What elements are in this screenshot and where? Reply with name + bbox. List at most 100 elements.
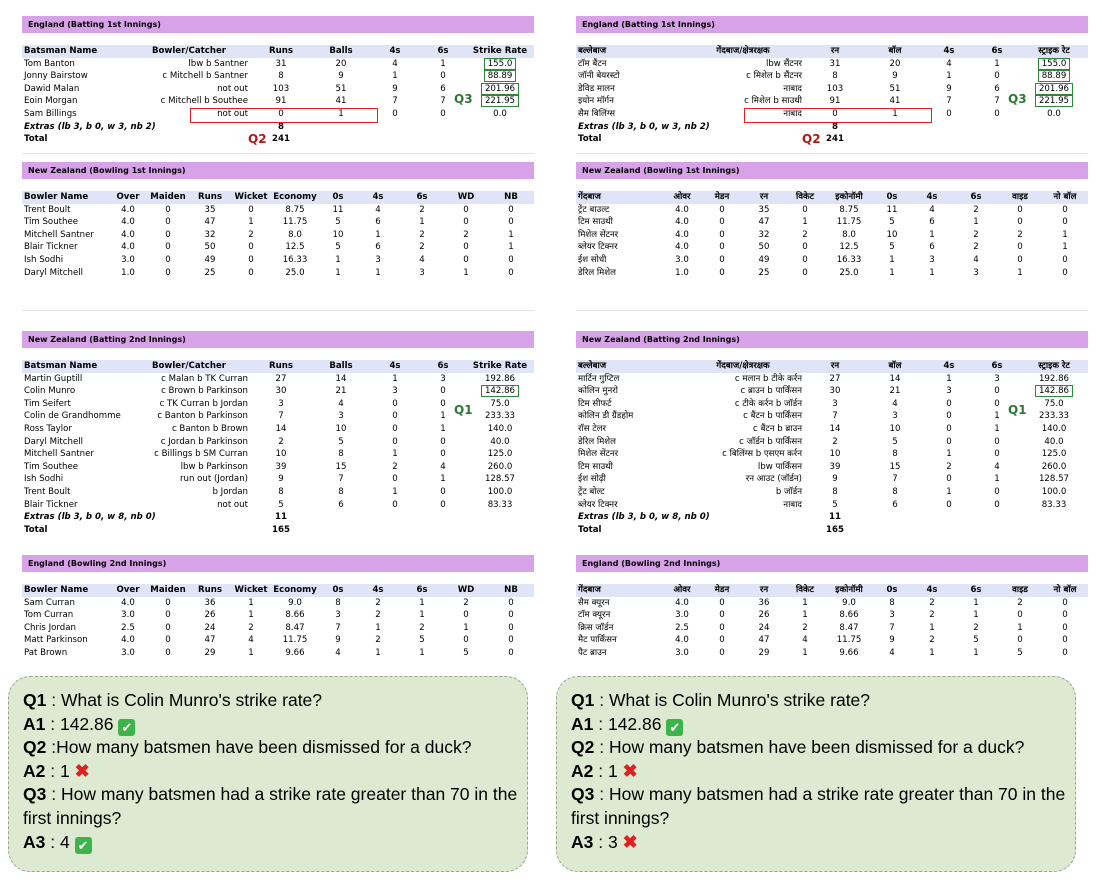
table-cell: 0 <box>463 204 469 215</box>
table-cell: 0 <box>832 108 838 119</box>
table-cell: 1 <box>946 486 952 497</box>
header-row: Bowler Name Over Maiden Runs Wicket Economy 0s… <box>22 191 534 204</box>
table-row: Pat Brown 3.0 0 29 1 9.66 4 1 1 5 0 <box>22 647 534 660</box>
table-cell: lbw b Parkinson <box>180 461 248 472</box>
table-cell: Blair Tickner <box>24 242 78 253</box>
column-header: इकोनॉमी <box>824 191 874 204</box>
table-cell: 9 <box>392 83 398 94</box>
table-cell: 3 <box>419 267 425 278</box>
qa-line: A3 : 3 ✖ <box>571 831 1071 855</box>
table-cell: c Mitchell b Santner <box>162 71 248 82</box>
table-cell: 20 <box>889 58 901 69</box>
batting-2nd-innings: New Zealand (Batting 2nd Innings) Batsman… <box>22 331 534 536</box>
table-cell: c मिशेल b सैंटनर <box>746 71 802 82</box>
table-row: ट्रेंट बोल्ट b जॉर्डन 8 8 1 0 100.0 <box>576 486 1088 499</box>
table-cell: डेरिल मिशेल <box>578 436 616 447</box>
table-cell: 8 <box>278 486 284 497</box>
table-cell: 1 <box>419 597 425 608</box>
column-header: मेडन <box>702 584 742 597</box>
bowling-2nd-innings: England (Bowling 2nd Innings) Bowler Name… <box>22 555 534 660</box>
table-cell: Daryl Mitchell <box>24 267 84 278</box>
table-cell: 21 <box>335 386 347 397</box>
table-cell: Eoin Morgan <box>24 96 78 107</box>
table-cell: 0 <box>463 254 469 265</box>
table-cell: 3 <box>375 254 381 265</box>
section-title: England (Bowling 2nd Innings) <box>576 555 1088 572</box>
column-header: बल्लेबाज <box>576 360 682 373</box>
qa-text: 1 <box>59 760 70 781</box>
total-row-value: 165 <box>272 524 290 535</box>
header-row: Batsman Name Bowler/Catcher Runs Balls 4s 6s S… <box>22 360 534 373</box>
table-row: Chris Jordan 2.5 0 24 2 8.47 7 1 2 1 0 <box>22 622 534 635</box>
highlighted-value: 201.96 <box>1034 82 1074 95</box>
empty-cell <box>974 121 1020 134</box>
table-row: Tim Southee 4.0 0 47 1 11.75 5 6 1 0 0 <box>22 216 534 229</box>
column-header: WD <box>444 191 488 204</box>
table-row: क्रिस जॉर्डन 2.5 0 24 2 8.47 7 1 2 1 0 <box>576 622 1088 635</box>
column-header: Batsman Name <box>22 45 128 58</box>
table-cell: 0 <box>508 254 514 265</box>
table-cell: 8.66 <box>285 610 305 621</box>
table-cell: 8.0 <box>842 229 856 240</box>
table-cell: 7 <box>994 96 1000 107</box>
column-header: Bowler/Catcher <box>128 360 250 373</box>
total-row-label: Total <box>578 524 602 535</box>
table-cell: 9.66 <box>285 647 305 658</box>
total-row-label: Total <box>578 134 602 145</box>
table-cell: 2 <box>419 622 425 633</box>
table-cell: 2 <box>375 635 381 646</box>
table-row: Ish Sodhi 3.0 0 49 0 16.33 1 3 4 0 0 <box>22 254 534 267</box>
table-cell: 9.66 <box>839 647 859 658</box>
table-cell: c Banton b Parkinson <box>157 411 248 422</box>
table-cell: 0 <box>994 386 1000 397</box>
table-cell: 24 <box>758 622 770 633</box>
table-row: Jonny Bairstow c Mitchell b Santner 8 9 1 0 88… <box>22 70 534 83</box>
table-cell: 5 <box>419 635 425 646</box>
check-icon: ✔ <box>74 836 92 854</box>
column-header: Bowler/Catcher <box>128 45 250 58</box>
qa-label: A3 <box>571 831 594 852</box>
column-header: 4s <box>370 360 420 373</box>
qa-label: Q2 <box>23 737 47 758</box>
table-cell: 0 <box>1017 254 1023 265</box>
table-cell: सैम क्यूरन <box>578 597 610 608</box>
table-cell: 83.33 <box>487 499 513 510</box>
table-cell: 100.0 <box>1041 486 1067 497</box>
column-header: Wicket <box>232 191 270 204</box>
table-cell: 0 <box>994 71 1000 82</box>
table-cell: टिम साउथी <box>578 217 613 228</box>
table-cell: 0 <box>994 499 1000 510</box>
column-header: बॉल <box>866 360 924 373</box>
table-cell: 11 <box>332 204 344 215</box>
table-cell: 6 <box>440 83 446 94</box>
table-row: Mitchell Santner 4.0 0 32 2 8.0 10 1 2 2 1 <box>22 229 534 242</box>
table-cell: 7 <box>392 96 398 107</box>
table-cell: 1 <box>946 71 952 82</box>
empty-cell <box>466 121 534 134</box>
table-cell: c TK Curran b Jordan <box>159 398 248 409</box>
table-cell: 1 <box>335 267 341 278</box>
qa-label: Q1 <box>23 690 47 710</box>
table-cell: 1 <box>929 229 935 240</box>
table-cell: 1 <box>1017 267 1023 278</box>
table-cell: 4.0 <box>121 217 135 228</box>
column-header: विकेट <box>786 191 824 204</box>
qa-text: How many batsmen had a strike rate great… <box>23 784 518 828</box>
table-cell: 140.0 <box>1041 423 1067 434</box>
total-row-label: Total <box>24 524 48 535</box>
column-header: NB <box>488 584 534 597</box>
table-cell: 75.0 <box>1044 398 1064 409</box>
qa-line: A1 : 142.86 ✔ <box>23 713 523 737</box>
total-row: Total 165 <box>576 524 1088 537</box>
table-cell: Colin de Grandhomme <box>24 411 121 422</box>
table-cell: 6 <box>929 217 935 228</box>
table-row: पैट ब्राउन 3.0 0 29 1 9.66 4 1 1 5 0 <box>576 647 1088 660</box>
table-cell: 0 <box>165 267 171 278</box>
table-cell: 0 <box>440 71 446 82</box>
table-row: रॉस टेलर c बैंटन b ब्राउन 14 10 0 1 140.0 <box>576 423 1088 436</box>
table-row: ईश सोढ़ी रन आउट (जॉर्डन) 9 7 0 1 128.57 <box>576 473 1088 486</box>
header-row: बल्लेबाज गेंदबाज/क्षेत्ररक्षक रन बॉल 4s 6s स्ट… <box>576 45 1088 58</box>
column-header: गेंदबाज/क्षेत्ररक्षक <box>682 45 804 58</box>
check-icon: ✔ <box>118 718 136 736</box>
table-cell: 3 <box>929 254 935 265</box>
